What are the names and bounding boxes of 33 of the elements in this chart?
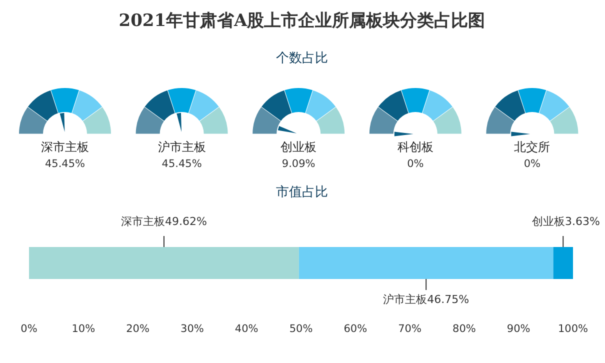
x-tick-label: 40%: [234, 323, 258, 335]
x-tick-label: 60%: [344, 323, 368, 335]
x-tick-label: 20%: [126, 323, 150, 335]
x-tick-label: 0%: [20, 323, 38, 335]
data-label: 0%: [407, 158, 424, 170]
series-label: 沪市主板: [383, 293, 428, 306]
x-tick-label: 50%: [289, 323, 313, 335]
category-label: 创业板: [280, 140, 317, 154]
text: 2021年甘肃省A股上市企业所属板块分类占比图: [118, 11, 486, 31]
x-tick-label: 90%: [506, 323, 530, 335]
series-label: 深市主板: [120, 215, 165, 228]
x-tick-label: 30%: [180, 323, 204, 335]
series-label: 创业板: [532, 215, 566, 228]
text: 个数占比: [276, 51, 328, 66]
data-label: 45.45%: [162, 158, 202, 170]
category-label: 科创板: [397, 140, 434, 154]
category-label: 北交所: [514, 140, 550, 154]
category-label: 深市主板: [41, 140, 89, 154]
chart-title: 市值占比: [276, 185, 328, 200]
category-label: 沪市主板: [158, 140, 206, 154]
data-label: 49.62%: [164, 215, 207, 228]
x-tick-label: 100%: [558, 323, 588, 335]
bar: [553, 247, 573, 279]
x-tick-label: 10%: [72, 323, 96, 335]
data-label: 46.75%: [427, 293, 470, 306]
bar: [298, 247, 554, 279]
data-label: 0%: [524, 158, 541, 170]
bar: [29, 247, 299, 279]
x-tick-label: 80%: [452, 323, 476, 335]
data-label: 3.63%: [565, 215, 600, 228]
x-tick-label: 70%: [398, 323, 422, 335]
data-label: 45.45%: [44, 158, 86, 170]
data-label: 9.09%: [282, 158, 316, 170]
